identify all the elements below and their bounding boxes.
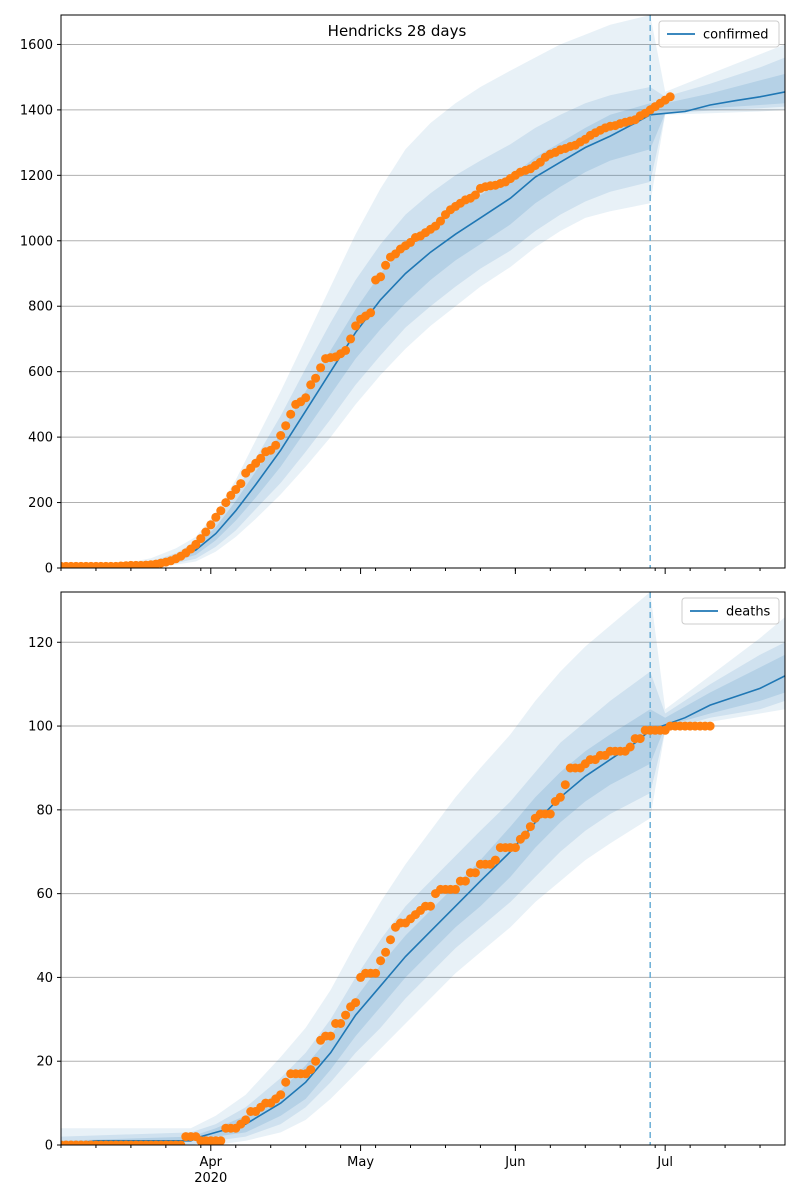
observed-point [216,506,226,516]
y-tick-label: 1600 [20,38,53,53]
y-tick-label: 1200 [20,169,53,184]
observed-point [545,809,555,819]
observed-point [286,409,296,419]
y-tick-label: 800 [28,300,53,315]
observed-point [231,485,241,494]
observed-point [381,260,391,270]
y-tick-label: 200 [28,496,53,511]
observed-point [216,1136,226,1145]
observed-point [376,272,386,282]
uncertainty-band [61,57,785,568]
observed-point [525,822,535,832]
plot-area [61,15,785,568]
legend-label: confirmed [703,28,769,43]
y-tick-label: 100 [28,720,53,735]
observed-point [341,345,351,355]
observed-point [201,527,211,537]
observed-point [276,1090,286,1100]
legend-box [658,20,780,48]
observed-point [386,935,395,945]
y-tick-label: 600 [28,365,53,380]
observed-point [226,490,236,500]
observed-point [316,363,326,373]
observed-point [381,947,391,957]
observed-point [196,534,206,544]
observed-point [510,843,520,853]
plot-area [61,592,785,1145]
observed-point [366,308,376,318]
uncertainty-band [61,15,785,568]
x-tick-label: 2020 [194,1171,227,1186]
observed-point [436,216,445,226]
axes-frame [60,591,786,1146]
y-tick-label: 20 [36,1055,53,1070]
observed-point [451,884,460,894]
observed-point [426,901,435,911]
legend-box [681,597,780,625]
observed-point [665,92,675,102]
observed-point [635,734,645,744]
observed-point [341,1010,351,1020]
observed-point [490,855,500,865]
uncertainty-band [61,654,785,1145]
observed-point [346,334,356,344]
observed-point [301,393,311,403]
uncertainty-band [61,642,785,1145]
observed-point [351,998,361,1008]
y-tick-label: 1000 [20,234,53,249]
x-tick-label: May [347,1155,374,1170]
uncertainty-band [61,592,785,1145]
x-tick-label: Jun [504,1155,525,1170]
observed-point [371,968,381,978]
observed-point [705,721,715,731]
observed-point [625,742,635,752]
observed-point [256,453,266,463]
observed-point [206,520,216,530]
y-tick-label: 400 [28,431,53,446]
observed-point [460,876,470,886]
observed-point [306,1065,316,1075]
y-tick-label: 60 [36,887,53,902]
observed-point [470,190,480,200]
x-tick-label: Jul [656,1155,673,1170]
y-tick-label: 80 [36,803,53,818]
observed-point [311,1056,321,1066]
observed-point [281,421,291,431]
observed-point [236,479,246,489]
observed-point [326,1031,336,1041]
chart-title: Hendricks 28 days [328,22,467,40]
y-tick-label: 1400 [20,103,53,118]
observed-point [241,1115,251,1125]
legend-label: deaths [726,605,771,620]
observed-point [281,1077,291,1087]
x-tick-label: Apr [200,1155,223,1170]
observed-point [211,512,221,522]
y-tick-label: 0 [45,562,53,577]
observed-point [276,431,286,440]
observed-point [470,868,480,878]
observed-point [560,780,570,790]
observed-point [306,380,316,390]
observed-point [351,321,361,331]
observed-point [176,1140,186,1145]
confirmed-panel: 0 200 400 600 800 1000 1200 1400 1600 Hendricks 2… [20,14,786,577]
y-tick-label: 40 [36,971,53,986]
observed-point [376,956,386,966]
observed-point [221,498,231,508]
observed-point [271,440,281,450]
observed-point [520,830,530,840]
observed-point [555,792,565,802]
axes-frame [60,14,786,569]
y-tick-label: 0 [45,1139,53,1154]
observed-point [336,1019,346,1028]
observed-point [311,373,321,383]
y-tick-label: 120 [28,636,53,651]
